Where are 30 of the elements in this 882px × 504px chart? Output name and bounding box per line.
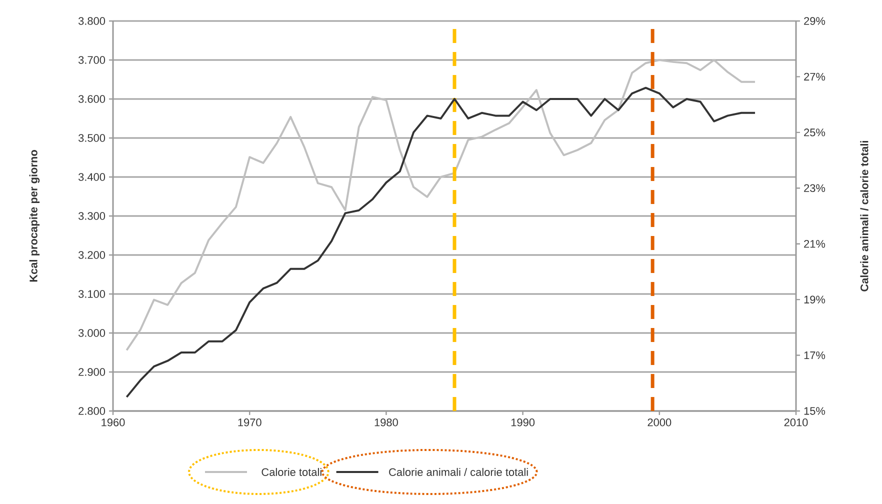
y-tick-label: 3.400: [78, 173, 106, 181]
y2-tick-label: 15%: [804, 407, 826, 415]
y2-tick-label: 21%: [804, 240, 826, 248]
y-axis-title: Kcal procapite per giorno: [29, 150, 40, 282]
y2-tick-label: 23%: [804, 184, 826, 192]
x-tick-label: 2000: [648, 418, 672, 426]
y-tick-label: 3.500: [78, 134, 106, 142]
legend-label: Calorie animali / calorie totali: [389, 468, 528, 476]
y2-tick-label: 27%: [804, 72, 826, 81]
y-tick-label: 3.800: [78, 17, 106, 25]
line-series: [126, 58, 756, 352]
x-tick-label: 2010: [784, 418, 808, 426]
y-tick-label: 3.200: [78, 251, 106, 259]
y-tick-label: 3.100: [78, 290, 106, 298]
x-tick-label: 1960: [102, 418, 125, 426]
y-tick-label: 2.800: [78, 407, 106, 415]
y-tick-label: 3.000: [78, 329, 106, 337]
y-tick-label: 3.600: [78, 95, 106, 103]
x-tick-label: 1990: [511, 418, 535, 426]
y2-tick-label: 19%: [804, 296, 826, 304]
x-tick-label: 1980: [374, 418, 398, 426]
legend-label: Calorie totali: [262, 468, 322, 476]
y-tick-label: 3.700: [78, 56, 106, 64]
y2-axis-title: Calorie animali / calorie totali: [860, 140, 868, 292]
y2-tick-label: 29%: [804, 17, 826, 25]
y2-tick-label: 25%: [804, 128, 826, 136]
y2-tick-label: 17%: [804, 351, 826, 360]
y-tick-label: 2.900: [78, 368, 106, 376]
x-tick-label: 1970: [238, 418, 262, 426]
y-tick-label: 3.300: [78, 212, 106, 220]
